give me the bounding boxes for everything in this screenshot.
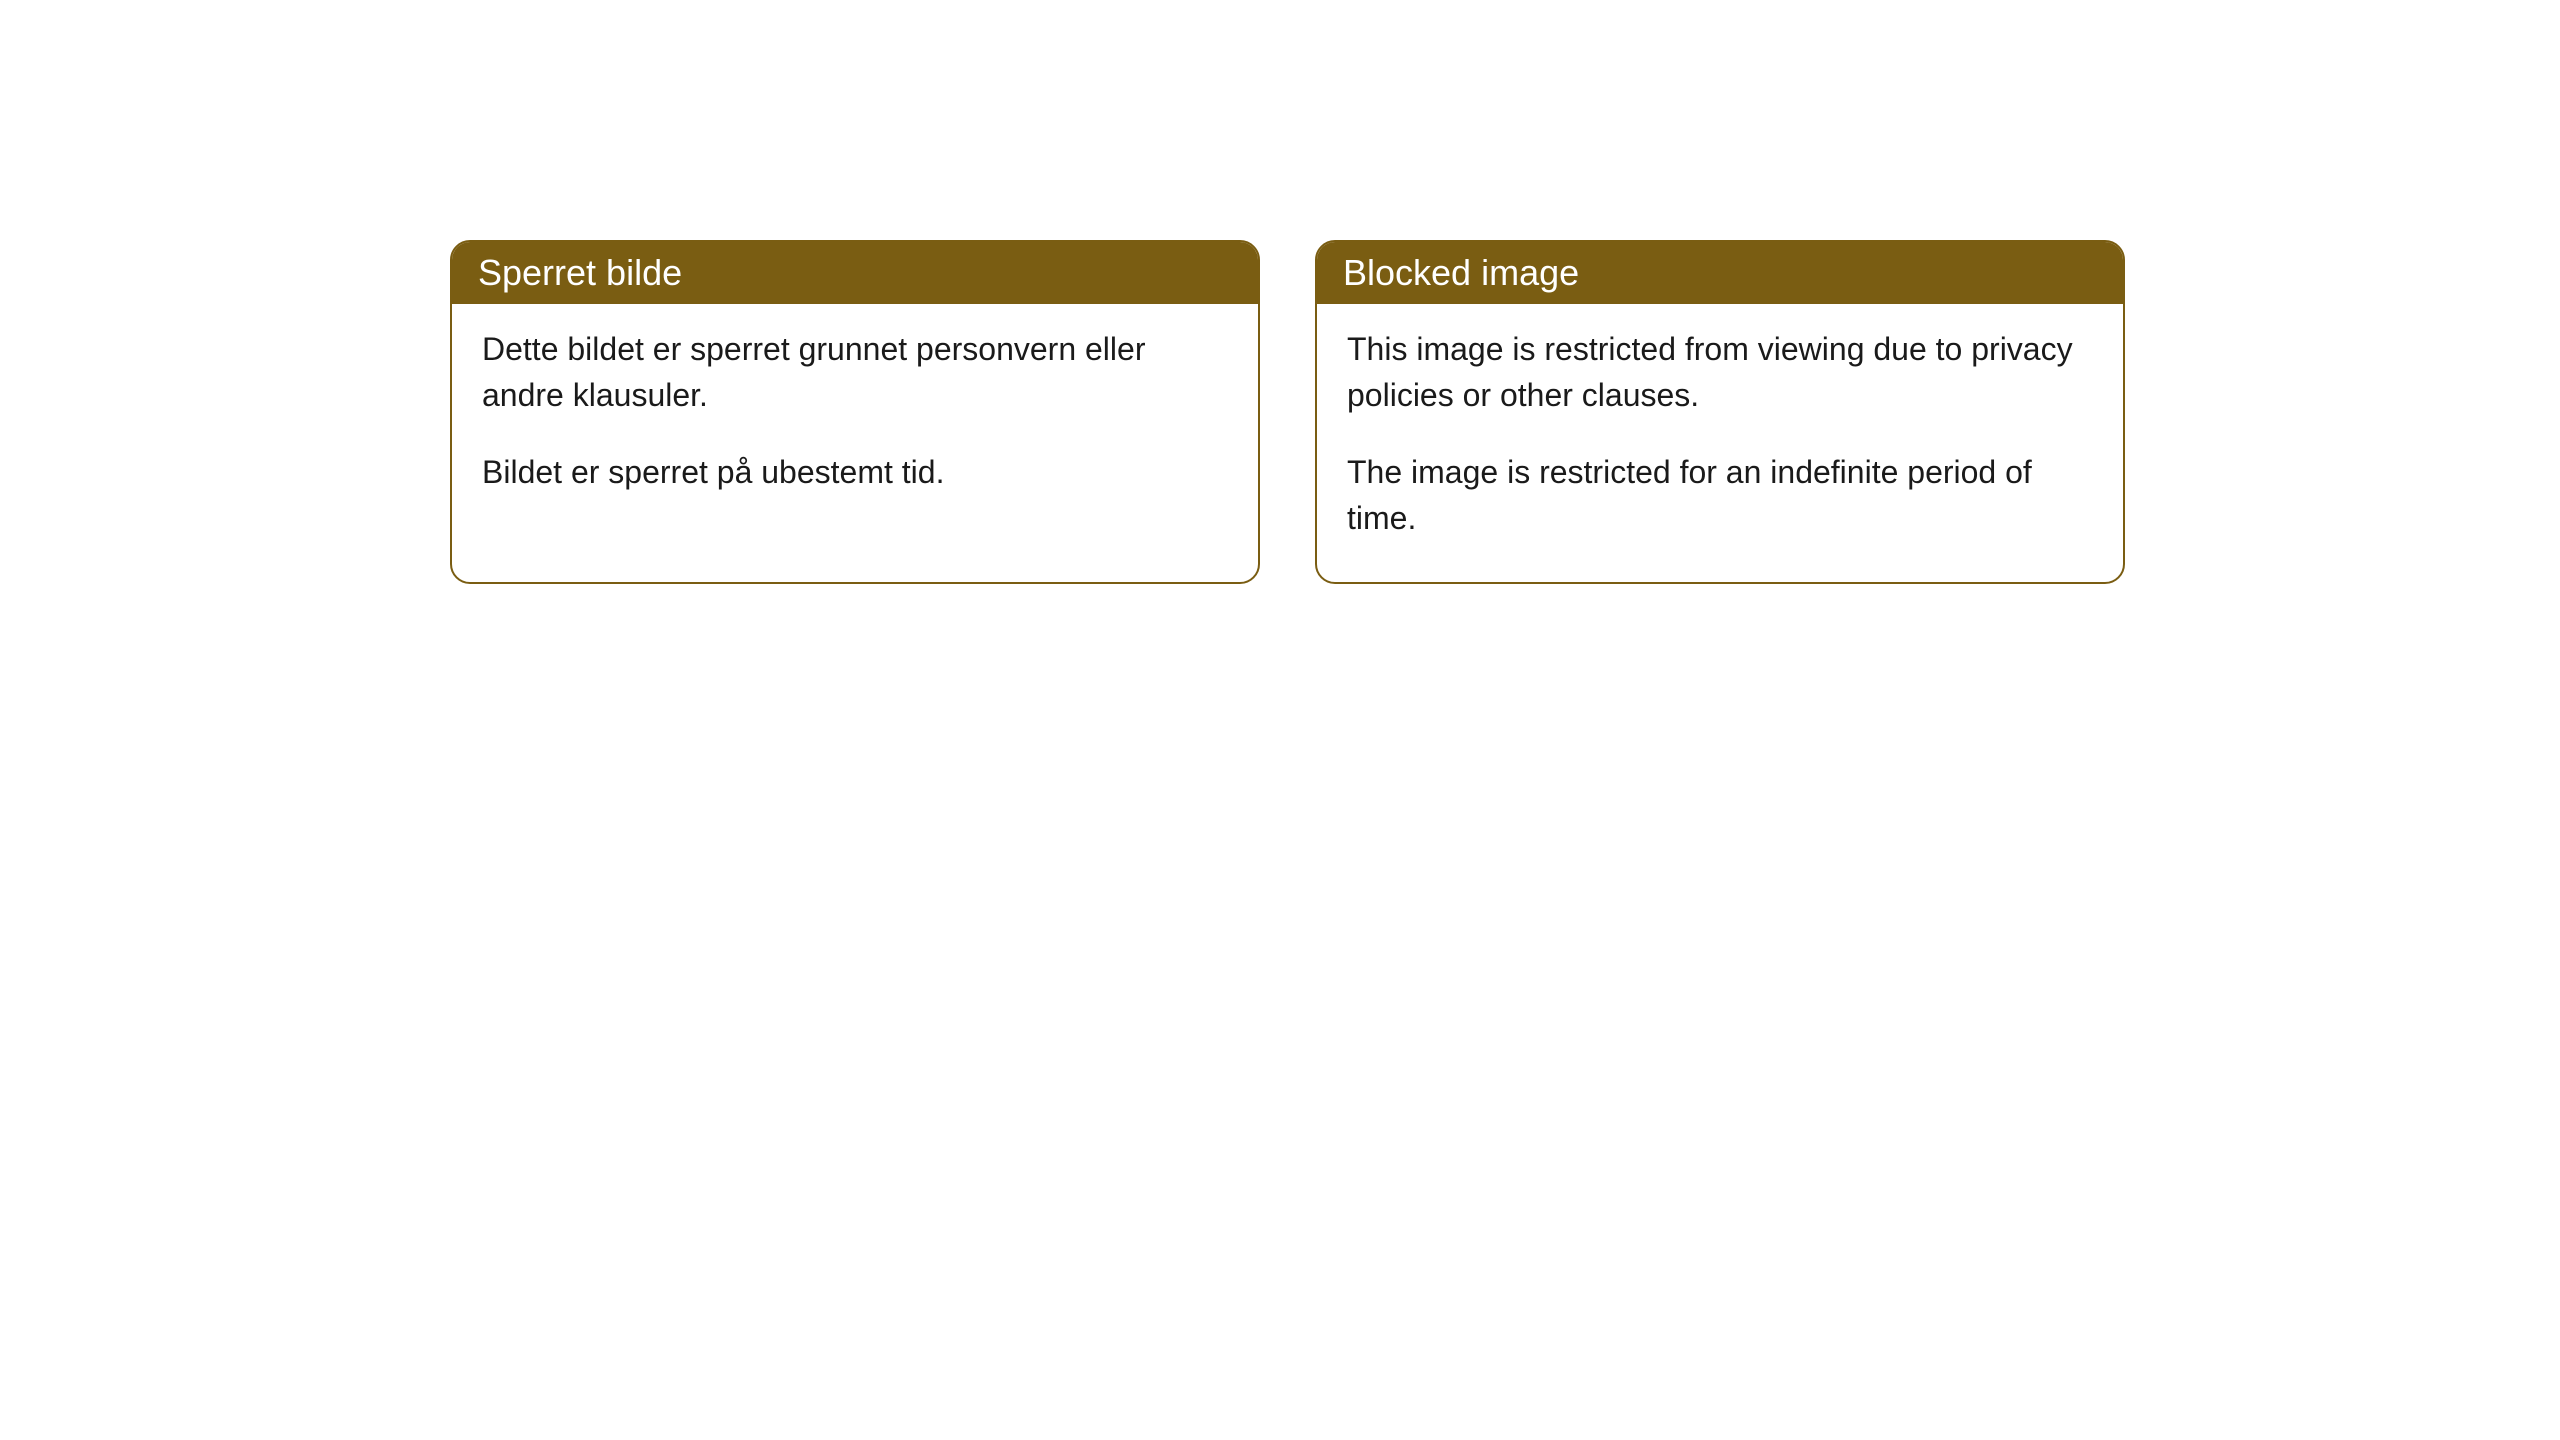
card-header: Blocked image xyxy=(1317,242,2123,304)
blocked-image-card-norwegian: Sperret bilde Dette bildet er sperret gr… xyxy=(450,240,1260,584)
card-paragraph: The image is restricted for an indefinit… xyxy=(1347,449,2093,542)
card-body: This image is restricted from viewing du… xyxy=(1317,304,2123,582)
card-paragraph: This image is restricted from viewing du… xyxy=(1347,326,2093,419)
card-paragraph: Bildet er sperret på ubestemt tid. xyxy=(482,449,1228,495)
cards-container: Sperret bilde Dette bildet er sperret gr… xyxy=(0,0,2560,584)
card-body: Dette bildet er sperret grunnet personve… xyxy=(452,304,1258,535)
blocked-image-card-english: Blocked image This image is restricted f… xyxy=(1315,240,2125,584)
card-paragraph: Dette bildet er sperret grunnet personve… xyxy=(482,326,1228,419)
card-header: Sperret bilde xyxy=(452,242,1258,304)
